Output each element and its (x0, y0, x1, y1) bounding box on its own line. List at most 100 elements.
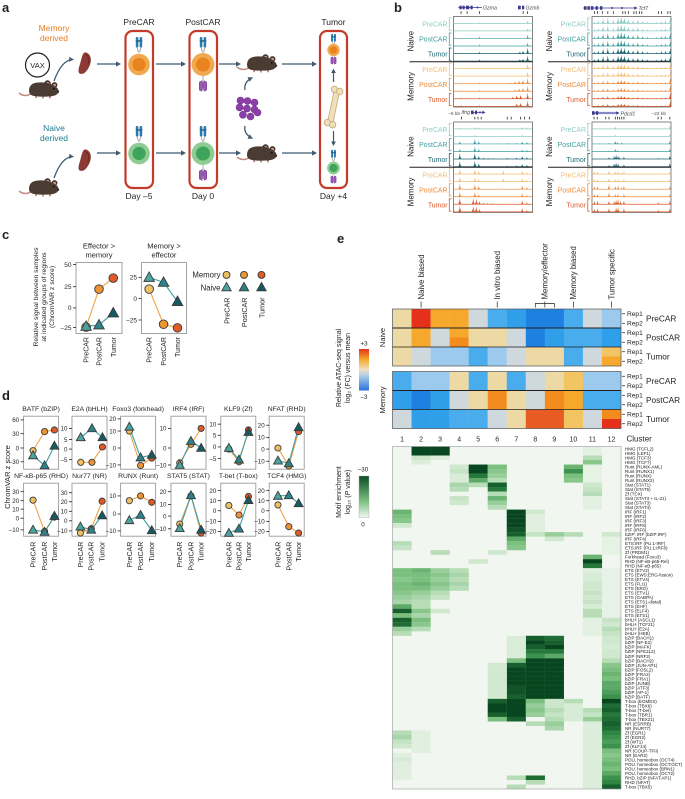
svg-text:20: 20 (209, 488, 216, 495)
svg-text:Relative signal between sample: Relative signal between samples (33, 247, 40, 347)
svg-text:10: 10 (12, 506, 19, 513)
svg-text:4: 4 (457, 437, 461, 444)
svg-text:0: 0 (261, 446, 265, 453)
svg-text:Naive biased: Naive biased (417, 254, 426, 299)
svg-text:bZIP (JUN-AP1): bZIP (JUN-AP1) (625, 663, 658, 668)
svg-text:ChromVAR z score: ChromVAR z score (3, 445, 12, 509)
svg-text:Gzma: Gzma (483, 6, 497, 12)
svg-text:bZIP (NF-E2): bZIP (NF-E2) (625, 640, 652, 645)
svg-text:HMG (TCF7): HMG (TCF7) (625, 460, 651, 465)
svg-text:5: 5 (64, 437, 68, 444)
svg-text:RHD (NFAT): RHD (NFAT) (625, 780, 651, 785)
svg-text:derived: derived (40, 133, 68, 143)
svg-text:PreCAR: PreCAR (422, 127, 447, 134)
svg-text:PostCAR: PostCAR (646, 333, 680, 343)
svg-text:RHD (NF-κB-p65-Rel): RHD (NF-κB-p65-Rel) (625, 559, 670, 564)
svg-text:Tumor: Tumor (111, 336, 118, 357)
svg-text:0: 0 (113, 445, 117, 452)
svg-text:PreCAR: PreCAR (275, 542, 282, 568)
svg-text:Stat (STAT3): Stat (STAT3) (625, 501, 651, 506)
svg-text:Memory: Memory (545, 72, 554, 101)
svg-text:Zf (EGR2): Zf (EGR2) (625, 735, 646, 740)
svg-text:Memory: Memory (545, 177, 554, 206)
svg-text:Tumor: Tumor (100, 541, 107, 562)
svg-text:PostCAR: PostCAR (138, 542, 145, 571)
svg-text:Tumor: Tumor (566, 157, 586, 164)
svg-text:30: 30 (12, 431, 19, 438)
svg-text:PostCAR: PostCAR (419, 142, 447, 149)
svg-text:effector: effector (152, 251, 177, 260)
svg-text:10: 10 (61, 509, 68, 516)
svg-text:Rep2: Rep2 (627, 421, 643, 428)
svg-text:0: 0 (213, 444, 217, 451)
svg-text:E2A (bHLH): E2A (bHLH) (71, 406, 107, 413)
svg-text:POU, homeobox (OCT:OCT): POU, homeobox (OCT:OCT) (625, 762, 683, 767)
svg-text:T-box (TBX21): T-box (TBX21) (625, 717, 655, 722)
svg-text:–10: –10 (156, 462, 167, 469)
svg-text:ETS (ETV4): ETS (ETV4) (625, 577, 650, 582)
svg-text:PostCAR: PostCAR (419, 37, 447, 44)
svg-text:–5 kb: –5 kb (448, 111, 460, 117)
svg-text:NR (NUR77): NR (NUR77) (625, 726, 651, 731)
svg-text:10: 10 (209, 421, 216, 428)
svg-text:10: 10 (258, 435, 265, 442)
svg-text:11: 11 (589, 437, 596, 444)
svg-text:e: e (337, 231, 344, 246)
svg-text:bHLH (ASCL1): bHLH (ASCL1) (625, 618, 656, 623)
svg-text:PreCAR: PreCAR (147, 337, 154, 363)
svg-text:STAT5 (STAT): STAT5 (STAT) (167, 473, 210, 480)
svg-text:Tumor: Tumor (566, 202, 586, 209)
svg-text:3: 3 (438, 437, 442, 444)
svg-text:PreCAR: PreCAR (78, 542, 85, 568)
svg-text:PostCAR: PostCAR (237, 542, 244, 571)
svg-text:PostCAR: PostCAR (558, 82, 586, 89)
svg-text:ETS:IRF (PU.1:IRF8): ETS:IRF (PU.1:IRF8) (625, 546, 668, 551)
svg-text:bZIP (FOSL2): bZIP (FOSL2) (625, 667, 653, 672)
svg-text:Tumor: Tumor (428, 157, 448, 164)
svg-text:POU, homeobox (BRN1): POU, homeobox (BRN1) (625, 766, 675, 771)
svg-text:30: 30 (61, 490, 68, 497)
svg-text:ETS (ELF4): ETS (ELF4) (625, 609, 649, 614)
svg-text:bZIP (FRA1): bZIP (FRA1) (625, 676, 651, 681)
svg-text:PreCAR: PreCAR (646, 376, 676, 386)
svg-text:derived: derived (40, 33, 68, 43)
svg-text:PostCAR: PostCAR (558, 142, 586, 149)
svg-text:0: 0 (16, 445, 20, 452)
svg-text:10: 10 (160, 502, 167, 509)
svg-text:8: 8 (533, 437, 537, 444)
svg-text:25: 25 (64, 284, 72, 291)
svg-text:T-bet (T-box): T-bet (T-box) (219, 473, 258, 480)
svg-text:PreCAR: PreCAR (646, 314, 676, 324)
svg-text:ETS (EHF): ETS (EHF) (625, 604, 648, 609)
svg-text:Ifng: Ifng (461, 110, 470, 116)
svg-text:bZIP (MAFK): bZIP (MAFK) (625, 645, 652, 650)
svg-text:ETS (ERG): ETS (ERG) (625, 586, 648, 591)
svg-text:+3: +3 (360, 341, 368, 348)
svg-text:20: 20 (258, 488, 265, 495)
svg-text:Cluster: Cluster (627, 435, 653, 444)
svg-text:7: 7 (514, 437, 518, 444)
svg-text:IRF (IRF2): IRF (IRF2) (625, 514, 647, 519)
svg-text:Rep1: Rep1 (627, 311, 643, 318)
svg-text:–10: –10 (156, 526, 167, 533)
svg-text:ETS:IRF (PU.1-IRF): ETS:IRF (PU.1-IRF) (625, 541, 666, 546)
svg-text:PreCAR: PreCAR (561, 22, 586, 29)
svg-text:Memory: Memory (39, 23, 70, 33)
svg-text:Rep1: Rep1 (627, 374, 643, 381)
svg-text:Memory: Memory (192, 271, 220, 280)
svg-text:Zf (EGR1): Zf (EGR1) (625, 730, 646, 735)
svg-text:Rep1: Rep1 (627, 393, 643, 400)
svg-text:b: b (394, 0, 402, 15)
svg-text:PostCAR: PostCAR (558, 37, 586, 44)
svg-text:a: a (2, 0, 10, 15)
svg-text:Tumor: Tumor (566, 52, 586, 59)
svg-text:–10: –10 (254, 519, 265, 526)
svg-text:60: 60 (12, 417, 19, 424)
svg-text:Rep2: Rep2 (627, 402, 643, 409)
svg-text:50: 50 (64, 262, 72, 269)
svg-text:Tumor: Tumor (149, 541, 156, 562)
svg-text:BATF (bZIP): BATF (bZIP) (22, 406, 60, 413)
svg-text:POU, homeobox (OCT4): POU, homeobox (OCT4) (625, 757, 675, 762)
svg-text:PreCAR: PreCAR (226, 542, 233, 568)
svg-text:10: 10 (209, 498, 216, 505)
